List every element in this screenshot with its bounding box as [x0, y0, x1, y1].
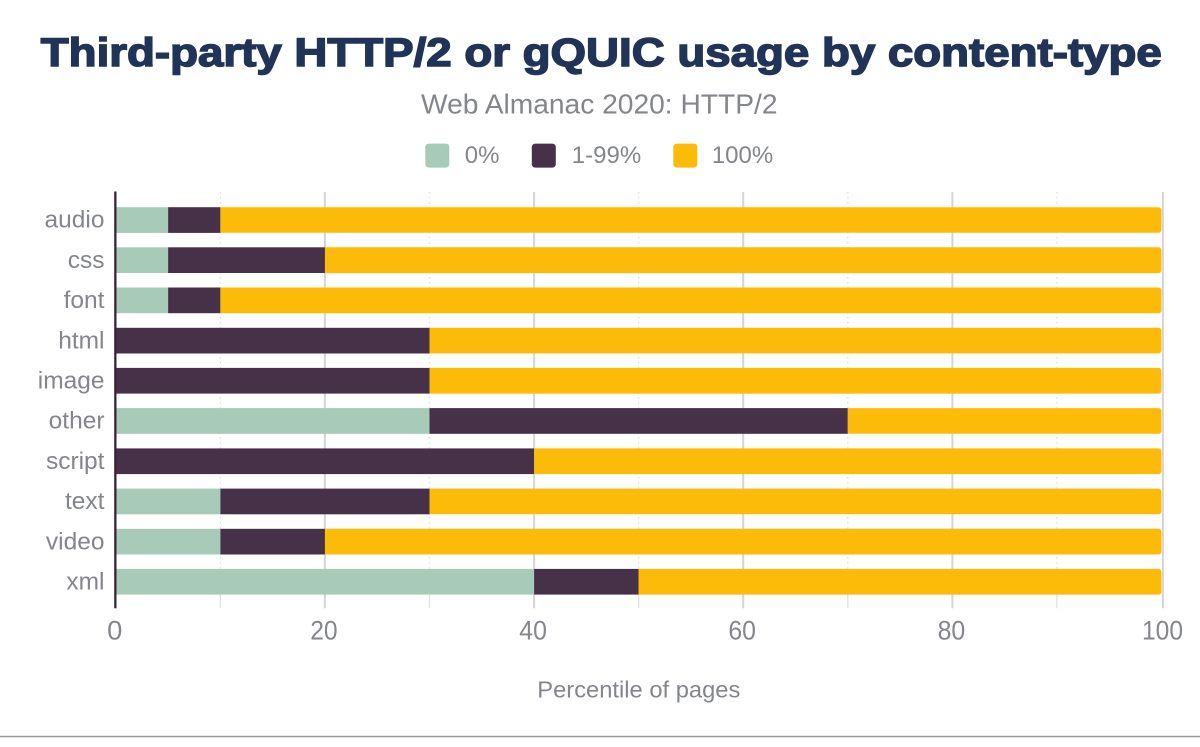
svg-text:Third-party HTTP/2 or gQUIC us: Third-party HTTP/2 or gQUIC usage by con… — [41, 31, 1162, 75]
svg-text:font: font — [64, 287, 105, 314]
svg-text:60: 60 — [728, 616, 756, 646]
svg-text:video: video — [46, 528, 105, 555]
svg-text:Web Almanac 2020: HTTP/2: Web Almanac 2020: HTTP/2 — [421, 88, 778, 119]
svg-text:html: html — [58, 327, 104, 354]
svg-text:1-99%: 1-99% — [572, 142, 641, 169]
svg-text:0: 0 — [107, 616, 122, 646]
svg-text:other: other — [49, 408, 105, 435]
svg-text:20: 20 — [310, 616, 337, 646]
svg-text:100%: 100% — [712, 142, 773, 169]
svg-text:css: css — [68, 247, 105, 274]
svg-text:xml: xml — [66, 569, 104, 596]
svg-text:audio: audio — [45, 207, 105, 234]
svg-text:0%: 0% — [465, 142, 500, 169]
svg-text:40: 40 — [519, 616, 547, 646]
svg-text:100: 100 — [1142, 616, 1183, 646]
svg-text:image: image — [38, 368, 105, 395]
svg-text:Percentile of pages: Percentile of pages — [537, 677, 740, 703]
svg-text:80: 80 — [938, 616, 966, 646]
svg-text:text: text — [65, 488, 105, 515]
svg-text:script: script — [46, 448, 105, 475]
